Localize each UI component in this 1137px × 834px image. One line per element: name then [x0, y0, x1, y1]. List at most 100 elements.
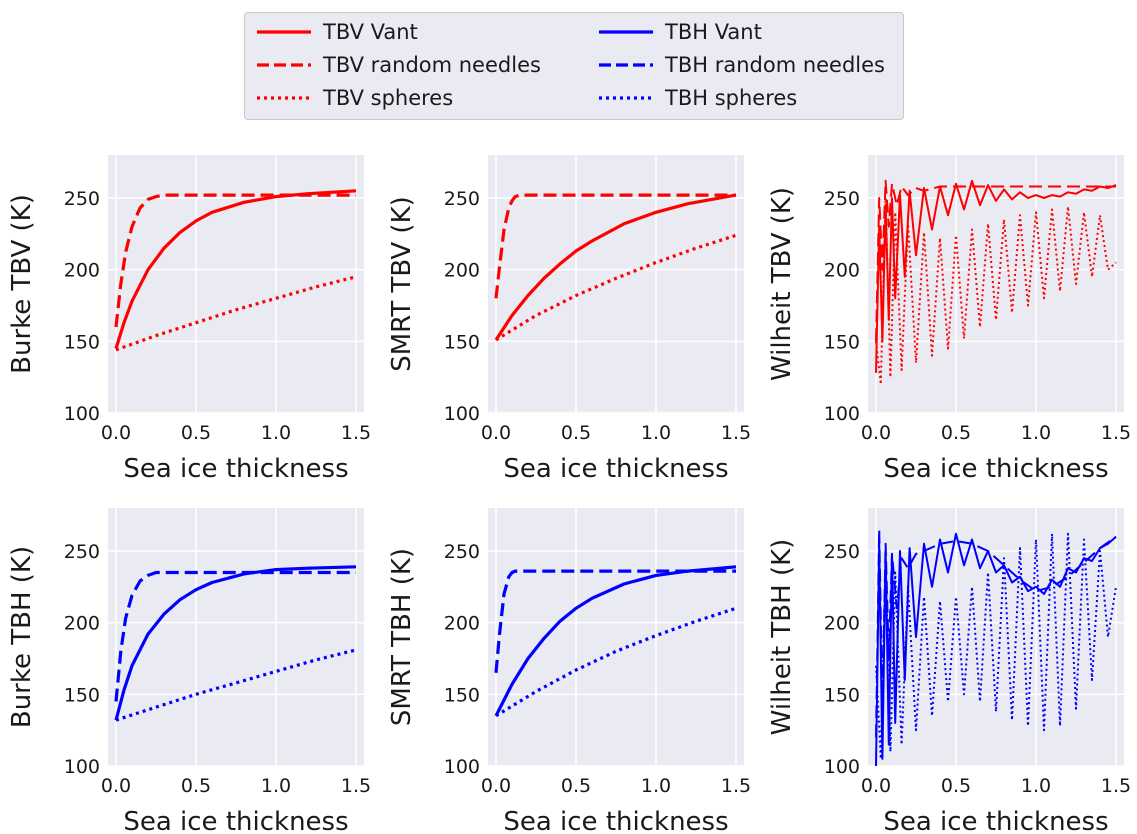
legend-swatch-tbh-vant: [599, 30, 653, 34]
legend-swatch-tbv-random-needles: [257, 63, 311, 67]
y-tick-label: 100: [64, 756, 100, 778]
y-tick-label: 150: [824, 331, 860, 353]
x-tick-label: 1.5: [1101, 775, 1131, 797]
legend-swatch-tbh-random-needles: [599, 63, 653, 67]
x-tick-label: 1.5: [1101, 422, 1131, 444]
x-axis-label: Sea ice thickness: [503, 454, 728, 484]
y-tick-label: 250: [824, 188, 860, 210]
y-axis-label: Burke TBH (K): [7, 546, 37, 728]
series-line-tbh-vant: [114, 565, 357, 721]
x-axis-label: Sea ice thickness: [123, 454, 348, 484]
y-tick-label: 200: [64, 260, 100, 282]
y-tick-label: 150: [824, 684, 860, 706]
legend-label: TBV Vant: [323, 20, 418, 44]
y-tick-label: 150: [444, 684, 480, 706]
y-axis-label: Wilheit TBV (K): [767, 187, 797, 381]
series-line-tbv-spheres: [495, 233, 737, 342]
x-tick-label: 1.0: [641, 422, 671, 444]
x-axis-label: Sea ice thickness: [123, 807, 348, 834]
x-tick-label: 0.0: [861, 422, 891, 444]
series-line-tbh-random-needles: [114, 570, 356, 702]
x-tick-label: 0.5: [561, 775, 591, 797]
series-line-tbv-random-needles: [494, 193, 736, 299]
y-tick-label: 200: [444, 260, 480, 282]
series-line-tbv-random-needles: [875, 179, 1116, 342]
x-tick-label: 1.5: [341, 775, 371, 797]
y-tick-label: 100: [824, 403, 860, 425]
y-tick-label: 250: [444, 188, 480, 210]
series-line-tbv-spheres: [875, 197, 1117, 386]
y-tick-label: 250: [444, 541, 480, 563]
y-axis-label: Wilheit TBH (K): [767, 539, 797, 736]
y-tick-label: 150: [64, 331, 100, 353]
y-axis-label: SMRT TBV (K): [387, 196, 417, 372]
y-tick-label: 100: [64, 403, 100, 425]
y-axis-label: SMRT TBH (K): [387, 548, 417, 726]
legend-label: TBH spheres: [665, 86, 798, 110]
y-tick-label: 200: [444, 613, 480, 635]
legend: TBV Vant TBV random needles TBV spheres …: [244, 12, 904, 120]
plot-area: [488, 508, 744, 766]
legend-label: TBH Vant: [665, 20, 762, 44]
x-tick-label: 0.0: [481, 775, 511, 797]
x-axis-label: Sea ice thickness: [883, 454, 1108, 484]
legend-item-tbv-random-needles: TBV random needles: [255, 50, 541, 80]
x-tick-label: 1.5: [721, 422, 751, 444]
legend-label: TBV random needles: [323, 53, 541, 77]
x-tick-label: 0.5: [941, 422, 971, 444]
legend-item-tbv-spheres: TBV spheres: [255, 83, 453, 113]
x-tick-label: 0.5: [561, 422, 591, 444]
x-tick-label: 0.5: [181, 775, 211, 797]
y-tick-label: 250: [824, 541, 860, 563]
y-tick-label: 100: [444, 756, 480, 778]
x-tick-label: 1.0: [1021, 775, 1051, 797]
legend-item-tbh-spheres: TBH spheres: [597, 83, 797, 113]
x-axis-label: Sea ice thickness: [503, 807, 728, 834]
subplot-1: 0.0 0.5 1.0 1.5 100 150 200 250 Sea ice thicknes…: [7, 155, 371, 484]
y-tick-label: 250: [64, 188, 100, 210]
series-line-tbh-spheres: [115, 648, 357, 722]
y-tick-label: 150: [444, 331, 480, 353]
x-tick-label: 0.5: [941, 775, 971, 797]
x-tick-label: 1.0: [261, 775, 291, 797]
x-tick-label: 1.5: [341, 422, 371, 444]
y-tick-label: 250: [64, 541, 100, 563]
legend-swatch-tbv-vant: [257, 30, 311, 34]
y-tick-label: 150: [64, 684, 100, 706]
legend-label: TBH random needles: [665, 53, 885, 77]
x-tick-label: 0.5: [181, 422, 211, 444]
x-tick-label: 0.0: [101, 422, 131, 444]
series-line-tbh-random-needles: [494, 569, 736, 673]
legend-label: TBV spheres: [323, 86, 454, 110]
y-tick-label: 200: [64, 613, 100, 635]
legend-item-tbv-vant: TBV Vant: [255, 17, 418, 47]
subplot-6: 0.0 0.5 1.0 1.5 100 150 200 250 Sea ice thicknes…: [767, 508, 1131, 834]
x-tick-label: 1.0: [1021, 422, 1051, 444]
legend-item-tbh-random-needles: TBH random needles: [597, 50, 885, 80]
x-tick-label: 1.5: [721, 775, 751, 797]
x-tick-label: 0.0: [481, 422, 511, 444]
series-line-tbh-vant: [494, 565, 737, 717]
x-tick-label: 1.0: [261, 422, 291, 444]
y-tick-label: 100: [824, 756, 860, 778]
legend-item-tbh-vant: TBH Vant: [597, 17, 762, 47]
x-axis-label: Sea ice thickness: [883, 807, 1108, 834]
series-line-tbv-spheres: [115, 275, 357, 352]
subplot-2: 0.0 0.5 1.0 1.5 100 150 200 250 Sea ice thicknes…: [387, 155, 751, 484]
series-line-tbv-vant: [875, 179, 1117, 373]
legend-swatch-tbh-spheres: [599, 96, 653, 100]
x-tick-label: 0.0: [101, 775, 131, 797]
y-tick-label: 100: [444, 403, 480, 425]
series-line-tbv-random-needles: [114, 193, 356, 328]
x-tick-label: 1.0: [641, 775, 671, 797]
x-tick-label: 0.0: [861, 775, 891, 797]
series-line-tbh-spheres: [875, 532, 1117, 760]
series-line-tbv-vant: [494, 193, 737, 341]
subplot-4: 0.0 0.5 1.0 1.5 100 150 200 250 Sea ice thicknes…: [7, 508, 371, 834]
subplot-3: 0.0 0.5 1.0 1.5 100 150 200 250 Sea ice thicknes…: [767, 155, 1131, 484]
legend-swatch-tbv-spheres: [257, 96, 311, 100]
y-tick-label: 200: [824, 613, 860, 635]
y-tick-label: 200: [824, 260, 860, 282]
y-axis-label: Burke TBV (K): [7, 194, 37, 374]
